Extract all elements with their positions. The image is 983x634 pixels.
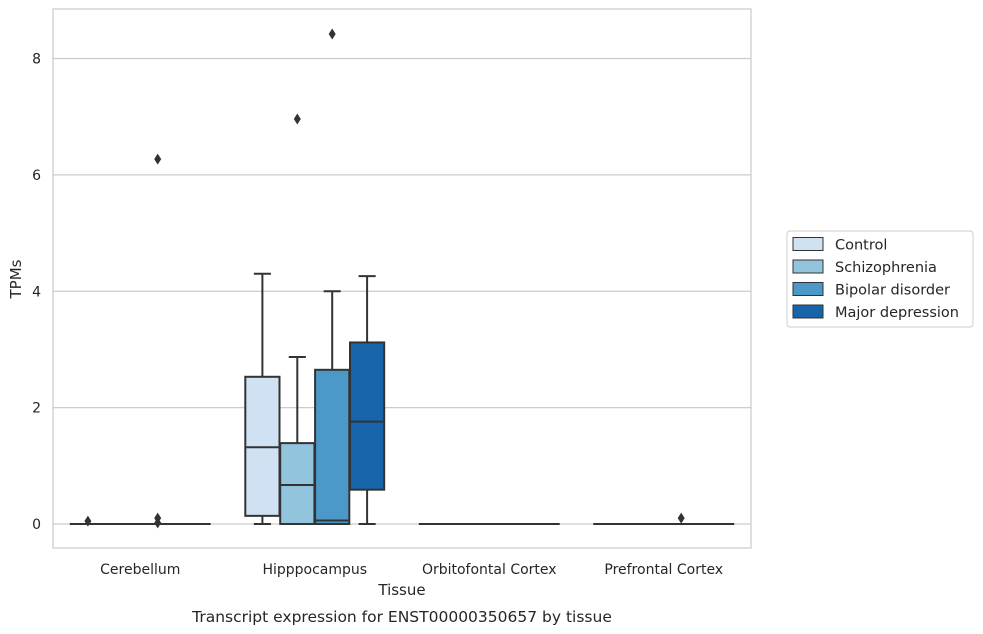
box bbox=[348, 275, 386, 525]
x-tick-label: Orbitofontal Cortex bbox=[422, 562, 557, 578]
y-axis-label: TPMs bbox=[7, 259, 25, 299]
x-tick-label: Cerebellum bbox=[100, 562, 180, 578]
legend-label: Control bbox=[835, 238, 887, 254]
outlier-point bbox=[154, 153, 162, 165]
outlier-point bbox=[677, 512, 685, 524]
legend-frame bbox=[786, 230, 974, 328]
box bbox=[663, 512, 700, 526]
y-tick-label: 2 bbox=[32, 401, 41, 417]
x-axis-label: Tissue bbox=[377, 581, 425, 599]
outlier-point bbox=[84, 515, 92, 527]
plot-frame bbox=[52, 8, 752, 549]
box bbox=[314, 28, 351, 525]
y-tick-label: 8 bbox=[32, 52, 41, 68]
outlier-point bbox=[154, 512, 162, 524]
outlier-point bbox=[328, 28, 336, 40]
x-axis-ticks: Cerebellum Hipppocampus Orbitofontal Corte… bbox=[100, 562, 723, 578]
chart-caption: Transcript expression for ENST0000035065… bbox=[191, 608, 612, 626]
x-tick-label: Prefrontal Cortex bbox=[604, 562, 723, 578]
legend-swatch bbox=[792, 259, 824, 274]
y-tick-label: 0 bbox=[32, 517, 41, 533]
legend-swatch bbox=[792, 237, 824, 251]
box-plot-area bbox=[69, 28, 735, 529]
box bbox=[139, 153, 176, 529]
y-tick-label: 6 bbox=[32, 168, 41, 184]
box-body bbox=[314, 368, 351, 525]
box-body bbox=[348, 341, 386, 491]
legend: Control Schizophrenia Bipolar disorder Majo… bbox=[786, 230, 974, 328]
legend-swatch bbox=[792, 304, 824, 319]
legend-label: Bipolar disorder bbox=[835, 283, 950, 299]
x-tick-label: Hipppocampus bbox=[262, 562, 367, 578]
legend-label: Schizophrenia bbox=[835, 260, 937, 276]
y-axis-ticks: 0 2 4 6 8 bbox=[32, 52, 41, 534]
box bbox=[244, 272, 281, 525]
box-body bbox=[279, 442, 316, 526]
box bbox=[69, 515, 107, 527]
outlier-point bbox=[293, 113, 301, 125]
legend-swatch bbox=[792, 282, 824, 296]
legend-label: Major depression bbox=[835, 305, 959, 321]
gridlines bbox=[53, 57, 751, 525]
y-tick-label: 4 bbox=[32, 284, 41, 300]
